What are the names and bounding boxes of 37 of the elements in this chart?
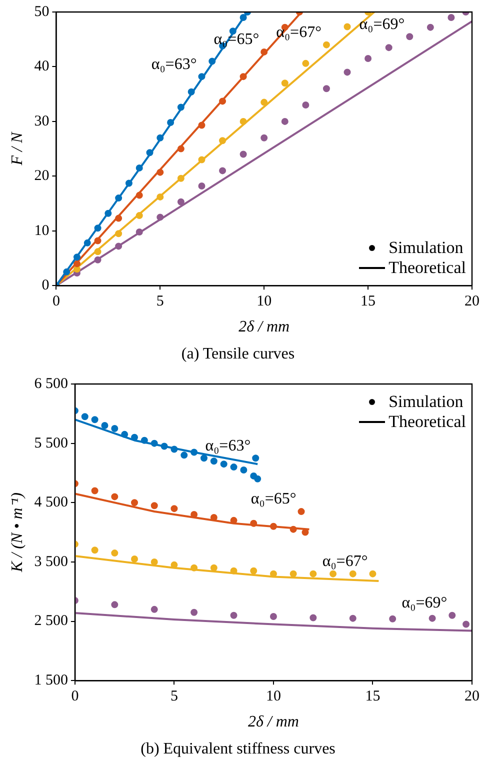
annotation: α₀=65°	[250, 490, 296, 508]
y-axis-title: F / N	[8, 131, 26, 166]
y-tick-label: 0	[42, 278, 50, 294]
x-tick-label: 10	[256, 294, 272, 310]
y-tick-label: 2 500	[34, 613, 68, 630]
x-tick-label: 15	[365, 688, 380, 705]
x-tick-label: 5	[170, 688, 178, 705]
annotation: α₀=69°	[359, 16, 405, 33]
y-tick-label: 6 500	[34, 376, 68, 392]
y-tick-label: 20	[34, 168, 50, 184]
annotation: Simulation	[388, 238, 464, 258]
y-tick-label: 5 500	[34, 435, 68, 452]
x-tick-label: 15	[360, 294, 376, 310]
x-tick-label: 0	[71, 688, 79, 705]
x-tick-label: 20	[464, 294, 480, 310]
annotation: Theoretical	[388, 258, 466, 278]
annotation: Theoretical	[388, 412, 466, 432]
y-axis-title: K / (N • m⁻¹)	[8, 492, 26, 574]
text: (a) Tensile curves	[181, 346, 295, 363]
annotation: α₀=63°	[151, 56, 197, 73]
y-tick-label: 10	[34, 222, 50, 239]
x-axis-title: 2δ / mm	[248, 713, 299, 730]
y-tick-label: 1 500	[34, 672, 68, 689]
y-tick-label: 4 500	[34, 494, 68, 511]
annotation: α₀=63°	[205, 437, 251, 454]
x-tick-label: 20	[464, 688, 480, 705]
y-tick-label: 3 500	[34, 554, 68, 570]
annotation: α₀=69°	[402, 594, 448, 612]
x-tick-label: 5	[156, 294, 164, 310]
text: (b) Equivalent stiffness curves	[140, 740, 336, 758]
y-tick-label: 30	[34, 113, 50, 130]
y-tick-label: 50	[34, 4, 50, 20]
x-axis-title: 2δ / mm	[238, 318, 290, 336]
annotation: Simulation	[388, 392, 464, 412]
y-tick-label: 40	[34, 58, 50, 75]
annotation: α₀=67°	[322, 553, 368, 570]
x-tick-label: 10	[266, 688, 281, 705]
